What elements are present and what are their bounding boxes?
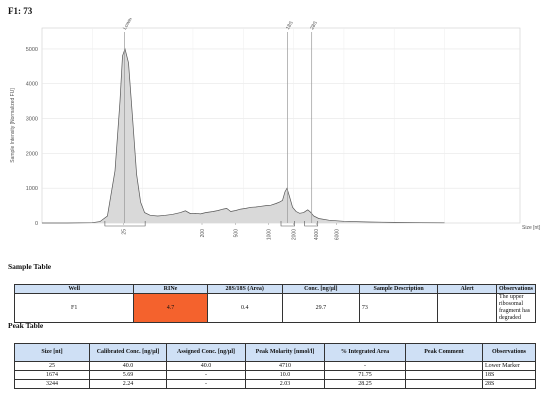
cell-peak-comment [405,379,483,389]
peak-markers: Lower 18S 28S [104,18,319,227]
x-axis-label: Size [nt] [522,225,541,231]
y-tick-label: 2000 [26,151,38,157]
peak-table-header-row: Size [nt] Calibrated Conc. [ng/µl] Assig… [14,343,536,362]
y-axis-label: Sample Intensity [Normalized FU] [10,88,16,163]
integration-bracket [304,221,319,227]
sample-table-title: Sample Table [8,262,52,271]
x-tick-label: 2000 [292,229,298,240]
cell-size: 3244 [14,379,90,389]
y-tick-label: 3000 [26,117,38,123]
trace-fill [42,48,445,224]
header-assigned-conc: Assigned Conc. [ng/µl] [166,343,246,362]
cell-sample-description: 73 [358,293,439,323]
x-tick-label: 200 [200,229,206,238]
header-observations: Observations [482,343,536,362]
cell-integrated-area: - [324,361,406,371]
cell-integrated-area: 71.75 [324,370,406,380]
cell-ratio: 0.4 [206,293,283,323]
cell-size: 1674 [14,370,90,380]
peak-label: 18S [285,20,295,31]
header-peak-comment: Peak Comment [405,343,483,362]
cell-calibrated-conc: 2.24 [89,379,167,389]
cell-rine: 4.7 [133,293,208,323]
y-tick-label: 1000 [26,186,38,192]
table-row: F1 4.7 0.4 29.7 73 The upper ribosomal f… [13,293,537,323]
cell-integrated-area: 28.25 [324,379,406,389]
cell-observations: 18S [482,370,536,380]
page-title: F1: 73 [8,6,33,16]
cell-peak-molarity: 4710 [245,361,325,371]
cell-well: F1 [13,293,135,323]
x-axis: 25 200 500 1000 2000 4000 6000 Size [nt] [122,223,541,240]
cell-observations: 28S [482,379,536,389]
header-integrated-area: % Integrated Area [324,343,406,362]
header-alert: Alert [437,284,497,294]
cell-peak-molarity: 10.0 [245,370,325,380]
x-tick-label: 500 [234,229,240,238]
x-tick-label: 6000 [334,229,340,240]
trace-line [42,47,445,224]
peak-label: 28S [309,20,319,31]
header-sample-description: Sample Description [358,284,439,294]
peak-table-title: Peak Table [8,321,44,330]
cell-peak-comment [405,370,483,380]
peak-table: Size [nt] Calibrated Conc. [ng/µl] Assig… [14,343,536,389]
cell-calibrated-conc: 5.69 [89,370,167,380]
header-calibrated-conc: Calibrated Conc. [ng/µl] [89,343,167,362]
header-ratio: 28S/18S (Area) [206,284,283,294]
y-tick-label: 5000 [26,47,38,53]
cell-assigned-conc: - [166,379,246,389]
table-row: 25 40.0 40.0 4710 - Lower Marker [14,361,536,371]
header-observations: Observations [495,284,537,294]
cell-conc: 29.7 [281,293,360,323]
integration-bracket [280,221,295,227]
cell-assigned-conc: 40.0 [166,361,246,371]
header-well: Well [13,284,135,294]
cell-size: 25 [14,361,90,371]
cell-observations: Lower Marker [482,361,536,371]
table-row: 1674 5.69 - 10.0 71.75 18S [14,370,536,380]
table-row: 3244 2.24 - 2.03 28.25 28S [14,379,536,389]
cell-alert [437,293,497,323]
cell-calibrated-conc: 40.0 [89,361,167,371]
x-tick-label: 25 [122,229,128,235]
x-tick-label: 4000 [314,229,320,240]
cell-assigned-conc: - [166,370,246,380]
integration-bracket [104,221,146,227]
header-peak-molarity: Peak Molarity [nmol/l] [245,343,325,362]
cell-peak-molarity: 2.03 [245,379,325,389]
cell-peak-comment [405,361,483,371]
header-conc: Conc. [ng/µl] [281,284,360,294]
header-size: Size [nt] [14,343,90,362]
trace-group [42,47,445,224]
sample-table-header-row: Well RINe 28S/18S (Area) Conc. [ng/µl] S… [13,284,537,294]
x-tick-label: 1000 [266,229,272,240]
cell-observations: The upper ribosomal fragment has degrade… [495,293,537,323]
y-axis: 5000 4000 3000 2000 1000 0 Sample Intensity [N… [10,47,38,227]
sample-table: Well RINe 28S/18S (Area) Conc. [ng/µl] S… [13,284,537,323]
header-rine: RINe [133,284,208,294]
electropherogram-chart: 5000 4000 3000 2000 1000 0 Sample Intensity [N… [10,18,541,240]
y-tick-label: 0 [35,221,38,227]
y-tick-label: 4000 [26,82,38,88]
